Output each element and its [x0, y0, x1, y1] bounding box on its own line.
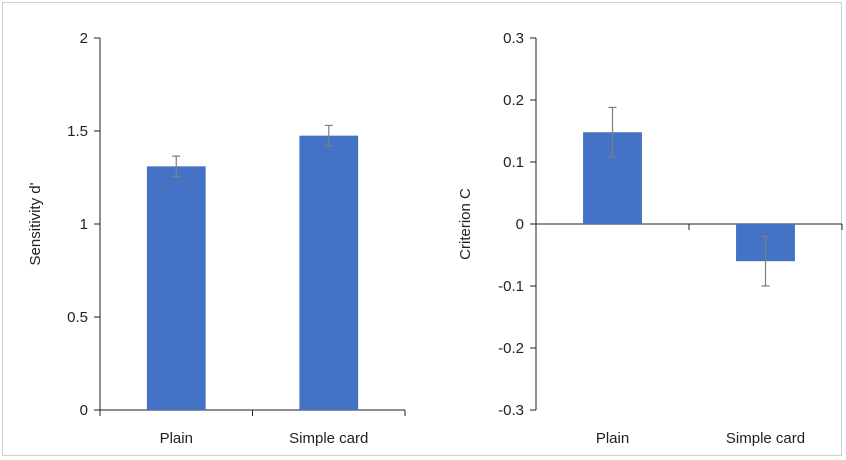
chart1-y-tick-label: 1.5 [67, 123, 88, 140]
chart2-y-tick-label: 0.2 [503, 92, 524, 109]
chart2-x-tick-label: Simple card [726, 430, 805, 447]
chart1-y-tick-label: 1 [80, 216, 88, 233]
chart1-x-tick-label: Simple card [289, 430, 368, 447]
chart1-y-axis-title: Sensitivity d' [27, 182, 44, 265]
chart2-y-tick-label: -0.2 [498, 340, 524, 357]
chart2-y-axis-title: Criterion C [457, 188, 474, 260]
chart1-y-tick-label: 0.5 [67, 309, 88, 326]
chart2-y-tick-label: 0.1 [503, 154, 524, 171]
chart1-y-tick-label: 0 [80, 402, 88, 419]
chart2-y-tick-label: 0 [516, 216, 524, 233]
chart2-y-tick-label: -0.3 [498, 402, 524, 419]
chart2-y-tick-label: 0.3 [503, 30, 524, 47]
chart1-x-tick-label: Plain [160, 430, 193, 447]
chart2-x-tick-label: Plain [596, 430, 629, 447]
chart1-bar [146, 166, 206, 410]
chart1-y-tick-label: 2 [80, 30, 88, 47]
chart2-y-tick-label: -0.1 [498, 278, 524, 295]
chart1-bar [299, 135, 359, 410]
